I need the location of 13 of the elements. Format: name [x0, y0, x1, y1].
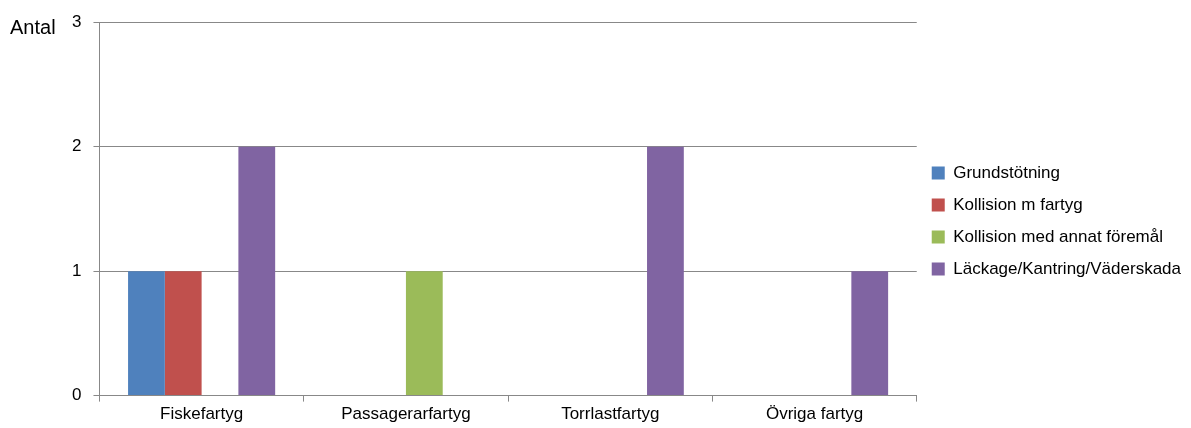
y-tick-label: 0: [71, 385, 82, 405]
x-tick-label: Passagerarfartyg: [341, 404, 471, 424]
y-tick-label: 2: [71, 136, 82, 156]
x-tick-label: Fiskefartyg: [160, 404, 244, 424]
y-axis-title: Antal: [10, 15, 56, 38]
x-tick-label: Torrlastfartyg: [561, 404, 660, 424]
legend-label: Läckage/Kantring/Väderskada: [953, 258, 1182, 278]
y-tick-label: 3: [71, 11, 82, 31]
legend-label: Kollision med annat föremål: [953, 226, 1164, 246]
y-tick-label: 1: [71, 260, 82, 280]
legend-label: Kollision m fartyg: [953, 194, 1083, 214]
x-tick-label: Övriga fartyg: [765, 404, 864, 424]
legend-label: Grundstötning: [953, 162, 1061, 182]
